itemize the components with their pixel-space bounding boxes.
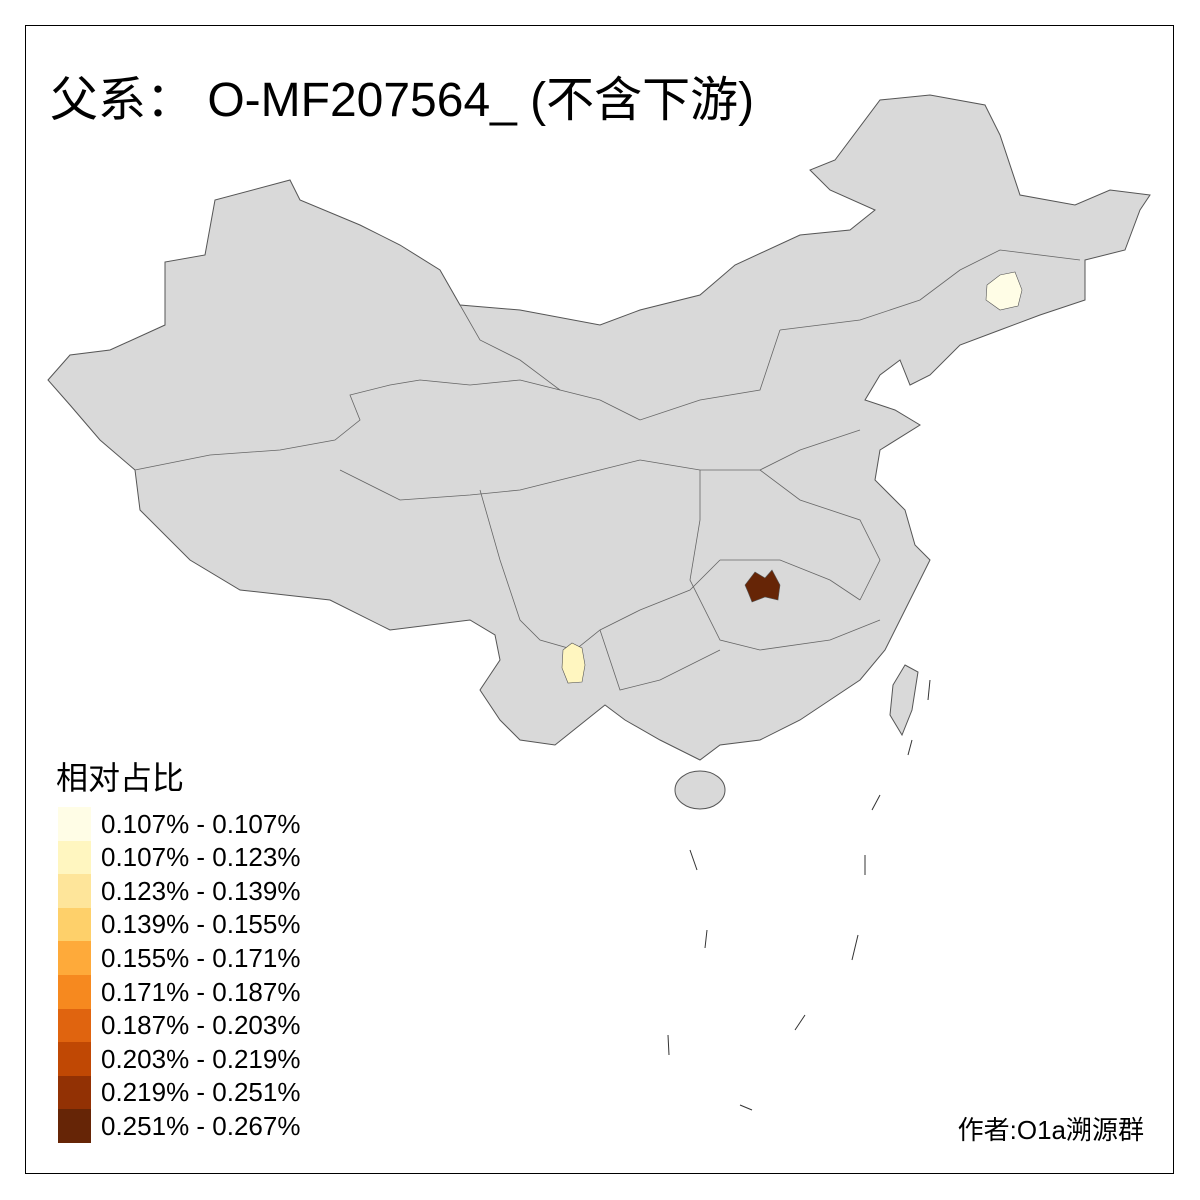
legend-label: 0.107% - 0.107% (101, 808, 301, 839)
legend-label: 0.123% - 0.139% (101, 875, 301, 906)
legend-item: 0.107% - 0.123% (58, 840, 301, 875)
legend-label: 0.219% - 0.251% (101, 1077, 301, 1108)
legend-swatch (58, 874, 91, 909)
legend-label: 0.203% - 0.219% (101, 1043, 301, 1074)
legend-swatch (58, 1075, 91, 1110)
legend-swatch (58, 1008, 91, 1043)
legend-swatch (58, 807, 91, 841)
legend-item: 0.251% - 0.267% (58, 1109, 301, 1144)
legend-item: 0.155% - 0.171% (58, 941, 301, 976)
legend-swatch (58, 907, 91, 942)
author-credit: 作者:O1a溯源群 (957, 1115, 1144, 1145)
legend-swatch (58, 1042, 91, 1077)
legend-label: 0.107% - 0.123% (101, 842, 301, 873)
province-borders (134, 249, 1081, 691)
region-yunnan-highlight (561, 642, 586, 684)
legend-label: 0.187% - 0.203% (101, 1010, 301, 1041)
legend-swatch (58, 975, 91, 1009)
region-jilin-highlight (985, 271, 1023, 311)
legend-item: 0.219% - 0.251% (58, 1075, 301, 1110)
south-china-sea-islands (667, 679, 931, 1111)
legend-item: 0.107% - 0.107% (58, 807, 300, 841)
legend-item: 0.171% - 0.187% (58, 975, 300, 1009)
legend-swatch (58, 1109, 91, 1144)
legend-item: 0.139% - 0.155% (58, 907, 301, 942)
china-mainland (47, 94, 1151, 761)
hainan-island (674, 770, 726, 810)
legend-swatch (58, 941, 91, 976)
legend-label: 0.171% - 0.187% (101, 976, 301, 1007)
legend-item: 0.203% - 0.219% (58, 1042, 301, 1077)
taiwan-island (889, 664, 919, 737)
region-hubei-highlight (744, 569, 781, 603)
plot-frame (25, 25, 1174, 1174)
map-title: 父系： O-MF207564_ (不含下游) (50, 74, 755, 127)
legend-title: 相对占比 (56, 759, 185, 797)
legend-label: 0.155% - 0.171% (101, 942, 301, 973)
legend-label: 0.251% - 0.267% (101, 1110, 301, 1141)
legend-swatch (58, 840, 91, 875)
legend-item: 0.123% - 0.139% (58, 874, 301, 909)
legend-label: 0.139% - 0.155% (101, 909, 301, 940)
legend-item: 0.187% - 0.203% (58, 1008, 301, 1043)
